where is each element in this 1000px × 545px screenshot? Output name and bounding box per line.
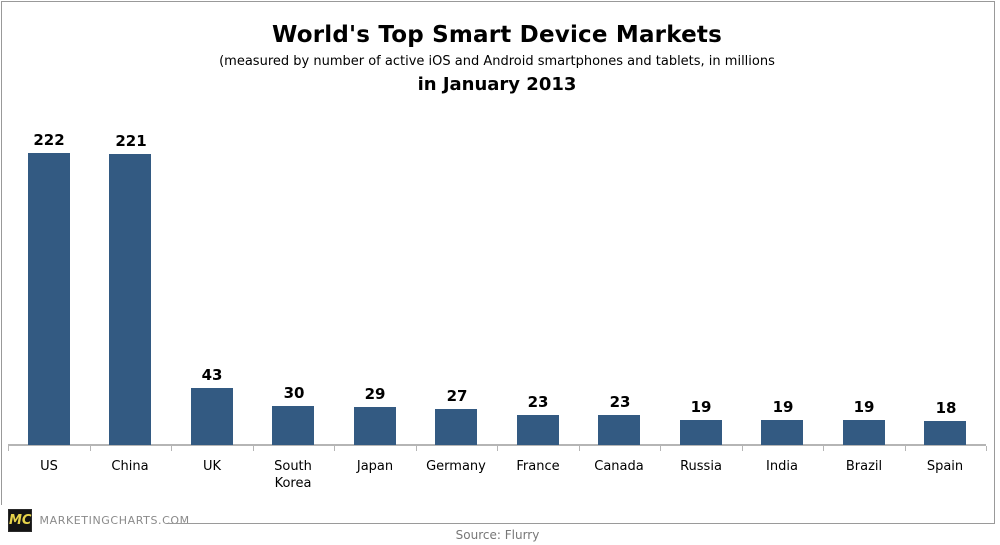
source-text: Source: Flurry: [455, 528, 540, 542]
tick-mark: [8, 446, 9, 451]
tick-mark: [660, 446, 661, 451]
category-label: Russia: [680, 459, 722, 474]
chart-subtitle: (measured by number of active iOS and An…: [219, 54, 775, 69]
tick-mark: [497, 446, 498, 451]
bar: [109, 154, 151, 445]
bar-value-label: 27: [446, 387, 468, 405]
bar: [435, 409, 477, 445]
bar-value-label: 23: [527, 393, 549, 411]
category-label: Canada: [594, 459, 644, 474]
bar: [272, 406, 314, 445]
plot-area: 222 US 221 China 43 UK 30 South Korea 29 Japan 27 G…: [8, 0, 987, 545]
category-label: Spain: [926, 459, 964, 474]
bar-value-label: 43: [201, 366, 223, 384]
category-label: China: [111, 459, 149, 474]
logo-row: MC MARKETINGCHARTS.COM: [0, 505, 189, 535]
bar: [28, 153, 70, 445]
category-label: India: [766, 459, 798, 474]
x-axis-baseline: [8, 444, 986, 446]
tick-mark: [579, 446, 580, 451]
category-label: US: [40, 459, 58, 474]
bar-value-label: 23: [609, 393, 631, 411]
marketingcharts-logo-icon: MC: [8, 508, 33, 532]
tick-mark: [253, 446, 254, 451]
category-label: Brazil: [845, 459, 883, 474]
tick-mark: [90, 446, 91, 451]
category-label: South Korea: [274, 459, 312, 491]
tick-mark: [742, 446, 743, 451]
tick-mark: [986, 446, 987, 451]
bar-value-label: 19: [853, 398, 875, 416]
tick-mark: [171, 446, 172, 451]
bar-value-label: 29: [364, 385, 386, 403]
footer-rule: [168, 523, 995, 524]
bar-value-label: 19: [690, 398, 712, 416]
category-label: UK: [202, 459, 222, 474]
bar: [843, 420, 885, 445]
chart-subtitle-date: in January 2013: [417, 74, 577, 95]
bar: [191, 388, 233, 445]
bar: [680, 420, 722, 445]
bar: [598, 415, 640, 445]
bar: [517, 415, 559, 445]
bar-value-label: 18: [935, 399, 957, 417]
bar-value-label: 222: [33, 131, 65, 149]
mc-logo-text: MC: [9, 512, 32, 528]
bar-value-label: 19: [772, 398, 794, 416]
category-label: France: [516, 459, 560, 474]
tick-mark: [823, 446, 824, 451]
chart-frame: [1, 1, 995, 524]
site-name: MARKETINGCHARTS.COM: [39, 513, 190, 527]
category-label: Japan: [356, 459, 394, 474]
bar-value-label: 30: [283, 384, 305, 402]
bar: [354, 407, 396, 445]
title-block: World's Top Smart Device Markets (measur…: [0, 22, 994, 95]
bar: [924, 421, 966, 445]
tick-mark: [334, 446, 335, 451]
tick-mark: [416, 446, 417, 451]
chart-title: World's Top Smart Device Markets: [271, 22, 722, 48]
category-label: Germany: [426, 459, 486, 474]
bar-value-label: 221: [115, 132, 147, 150]
bar: [761, 420, 803, 445]
tick-mark: [905, 446, 906, 451]
